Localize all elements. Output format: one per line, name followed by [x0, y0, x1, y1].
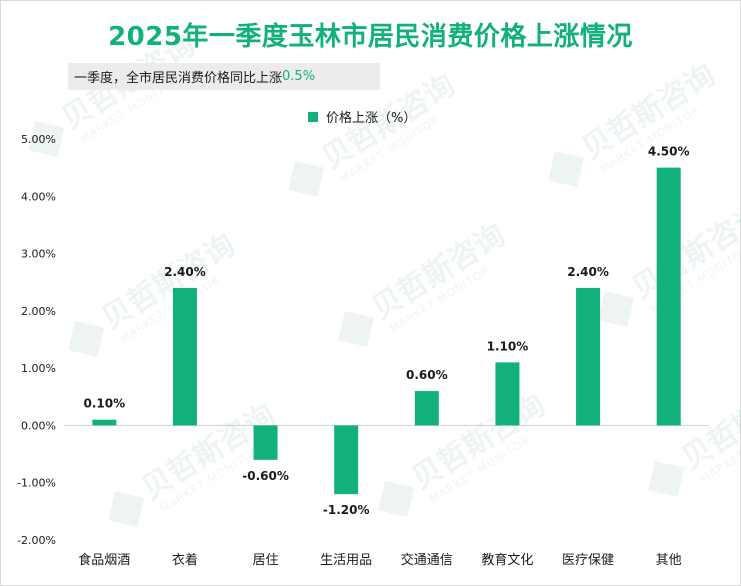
- x-category-label: 其他: [656, 553, 682, 568]
- bar-食品烟酒: [92, 419, 117, 426]
- annotation-box: 一季度，全市居民消费价格同比上涨 0.5%: [68, 63, 380, 90]
- watermark-logo: [338, 311, 375, 347]
- bar-居住: [253, 425, 278, 460]
- x-category-label: 食品烟酒: [78, 552, 130, 568]
- data-label: 0.10%: [83, 397, 125, 411]
- watermark-logo: [548, 151, 585, 187]
- watermark-logo: [648, 461, 685, 497]
- bars-group: [92, 167, 681, 495]
- bar-其他: [656, 167, 681, 426]
- bar-交通通信: [414, 391, 439, 426]
- data-label: 2.40%: [164, 265, 206, 279]
- annotation-value: 0.5%: [282, 69, 316, 84]
- y-tick-label: -1.00%: [17, 477, 56, 490]
- bar-生活用品: [334, 425, 359, 495]
- y-tick-label: 2.00%: [21, 305, 56, 318]
- bar-医疗保健: [576, 287, 601, 426]
- watermark-logo: [598, 291, 635, 327]
- x-category-label: 居住: [253, 553, 279, 568]
- y-tick-label: -2.00%: [17, 534, 56, 547]
- x-category-label: 交通通信: [401, 552, 453, 568]
- data-label: -1.20%: [323, 503, 370, 517]
- chart-title: 2025年一季度玉林市居民消费价格上涨情况: [108, 22, 633, 52]
- y-axis: -2.00% -1.00% 0.00% 1.00% 2.00% 3.00% 4.00% 5.0…: [17, 133, 709, 547]
- watermark-logo: [378, 481, 415, 517]
- bar-教育文化: [495, 362, 520, 426]
- x-category-label: 衣着: [172, 552, 198, 568]
- labels-group: 0.10% 食品烟酒 2.40% 衣着 -0.60% 居住 -1.20% 生活用品 0.60% 交…: [78, 145, 689, 568]
- x-category-label: 教育文化: [481, 552, 533, 568]
- y-tick-label: 4.00%: [21, 190, 56, 203]
- data-label: 0.60%: [406, 368, 448, 382]
- legend: 价格上涨（%）: [308, 107, 416, 126]
- data-label: 1.10%: [487, 339, 529, 353]
- x-category-label: 生活用品: [320, 553, 372, 568]
- watermark-logo: [288, 161, 325, 197]
- annotation-text: 一季度，全市居民消费价格同比上涨: [74, 71, 283, 86]
- data-label: 2.40%: [567, 265, 609, 279]
- y-tick-label: 0.00%: [21, 419, 56, 432]
- bar-衣着: [172, 287, 197, 426]
- legend-label: 价格上涨（%）: [326, 111, 417, 126]
- data-label: 4.50%: [648, 145, 690, 159]
- y-tick-label: 1.00%: [21, 362, 56, 375]
- y-tick-label: 3.00%: [21, 248, 56, 261]
- data-label: -0.60%: [242, 469, 289, 483]
- x-category-label: 医疗保健: [562, 553, 614, 568]
- watermark-logo: [68, 321, 105, 357]
- y-tick-label: 5.00%: [21, 133, 56, 146]
- watermark-logo: [28, 121, 65, 157]
- watermark-logo: [108, 491, 145, 527]
- legend-swatch: [308, 111, 318, 122]
